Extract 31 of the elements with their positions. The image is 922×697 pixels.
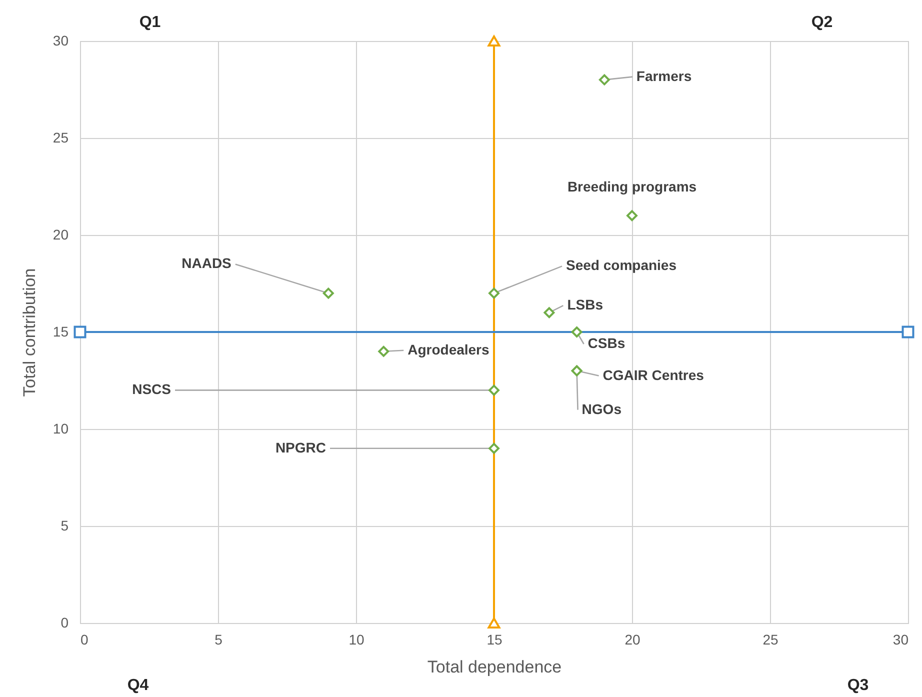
x-tick-label: 5 [214, 632, 223, 648]
annotation: NSCS [132, 381, 171, 398]
x-tick-label: 20 [624, 632, 640, 648]
annotation: NPGRC [275, 439, 326, 456]
annotation: Seed companies [566, 257, 677, 274]
y-tick-label: 20 [52, 226, 69, 242]
text: Q1 [139, 14, 161, 31]
x-tick-label: 0 [80, 632, 88, 648]
y-tick-label: 15 [52, 324, 69, 340]
text: Q4 [127, 677, 149, 694]
y-tick-label: 10 [52, 420, 69, 436]
y-tick-label: 5 [60, 518, 69, 534]
x-tick-label: 15 [486, 632, 502, 648]
y-axis-title: Total contribution [20, 268, 39, 397]
annotation: NAADS [182, 255, 232, 272]
annotation: NGOs [582, 400, 622, 417]
text: Q3 [847, 677, 869, 694]
annotation: Farmers [636, 68, 692, 84]
x-tick-label: 10 [348, 632, 364, 648]
text: Q2 [811, 14, 833, 31]
y-tick-label: 30 [52, 32, 69, 48]
annotation: Breeding programs [567, 178, 697, 195]
annotation: CGAIR Centres [602, 366, 704, 383]
annotation: Agrodealers [408, 341, 490, 358]
x-tick-label: 30 [892, 632, 909, 648]
annotation: CSBs [588, 335, 626, 351]
x-tick-label: 25 [762, 632, 778, 648]
y-tick-label: 0 [60, 614, 69, 630]
annotation: LSBs [567, 296, 604, 313]
x-axis-title: Total dependence [427, 658, 562, 676]
y-tick-label: 25 [52, 130, 69, 146]
